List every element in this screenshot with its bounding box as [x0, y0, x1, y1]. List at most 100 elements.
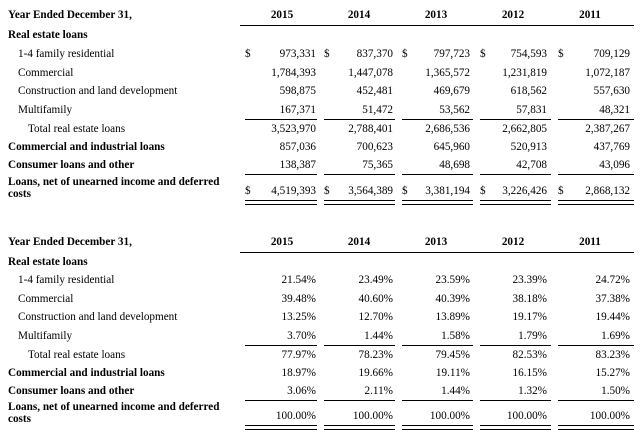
table-row: Commercial and industrial loans 18.97% 1…: [0, 364, 640, 382]
row-label: Consumer loans and other: [8, 159, 135, 171]
cell-value: 3,381,194: [425, 185, 470, 197]
currency-symbol: $: [402, 48, 408, 60]
cell-value: 40.39%: [435, 293, 471, 305]
year-header: 2012: [501, 9, 525, 21]
grand-total-double-rule: [324, 425, 395, 430]
table-row: Commercial 1,784,393 1,447,078 1,365,572…: [0, 64, 640, 82]
currency-symbol: $: [558, 185, 564, 197]
total-rule: [402, 400, 473, 401]
cell-value: 83.23%: [595, 349, 631, 361]
total-rule: [402, 174, 473, 175]
table-row: Total real estate loans 3,523,970 2,788,…: [0, 120, 640, 138]
grand-total-double-rule: [480, 200, 551, 205]
subtotal-rule: [402, 345, 473, 346]
cell-value: 19.44%: [595, 311, 631, 323]
year-header: 2014: [347, 9, 371, 21]
table-row: Total real estate loans 77.97% 78.23% 79…: [0, 346, 640, 364]
cell-value: 618,562: [510, 85, 547, 97]
cell-value: 1.58%: [441, 330, 470, 342]
cell-value: 38.18%: [512, 293, 548, 305]
cell-value: 19.17%: [512, 311, 548, 323]
cell-value: 1.44%: [364, 330, 393, 342]
table-row: Commercial 39.48% 40.60% 40.39% 38.18% 3…: [0, 290, 640, 308]
currency-symbol: $: [324, 185, 330, 197]
cell-value: 469,679: [433, 85, 470, 97]
cell-value: 1.69%: [601, 330, 630, 342]
cell-value: 100.00%: [275, 410, 316, 422]
table-row: Consumer loans and other 138,387 75,365 …: [0, 156, 640, 174]
table-row: Commercial and industrial loans 857,036 …: [0, 138, 640, 156]
currency-symbol: $: [558, 48, 564, 60]
cell-value: 1.44%: [441, 385, 470, 397]
grand-total-double-rule: [558, 425, 634, 430]
table-header-row: Year Ended December 31, 2015 2014 2013 2…: [0, 6, 640, 24]
cell-value: 2,868,132: [585, 185, 630, 197]
cell-value: 437,769: [593, 141, 630, 153]
cell-value: 100.00%: [506, 410, 547, 422]
cell-value: 53,562: [439, 104, 470, 116]
cell-value: 1,231,819: [502, 67, 547, 79]
cell-value: 3.06%: [287, 385, 316, 397]
cell-value: 1,447,078: [348, 67, 393, 79]
cell-value: 40.60%: [358, 293, 394, 305]
grand-total-double-rule: [324, 200, 395, 205]
cell-value: 837,370: [356, 48, 393, 60]
year-header: 2011: [579, 236, 601, 248]
cell-value: 23.49%: [358, 274, 394, 286]
row-label: 1-4 family residential: [18, 274, 115, 286]
cell-value: 13.25%: [281, 311, 317, 323]
cell-value: 42,708: [516, 159, 547, 171]
subtotal-rule: [245, 119, 317, 120]
table-row: Loans, net of unearned income and deferr…: [0, 176, 640, 202]
table-header-label: Year Ended December 31,: [8, 9, 132, 21]
cell-value: 77.97%: [281, 349, 317, 361]
total-rule: [245, 174, 317, 175]
currency-symbol: $: [245, 185, 251, 197]
table-row: Construction and land development 598,87…: [0, 82, 640, 100]
row-label: Consumer loans and other: [8, 385, 135, 397]
cell-value: 24.72%: [595, 274, 631, 286]
table-row: Multifamily 3.70% 1.44% 1.58% 1.79% 1.69…: [0, 327, 640, 345]
total-rule: [245, 400, 317, 401]
total-rule: [480, 400, 551, 401]
cell-value: 754,593: [510, 48, 547, 60]
cell-value: 100.00%: [589, 410, 630, 422]
row-label: Total real estate loans: [28, 123, 126, 135]
subtotal-rule: [480, 119, 551, 120]
cell-value: 39.48%: [281, 293, 317, 305]
cell-value: 100.00%: [429, 410, 470, 422]
cell-value: 452,481: [356, 85, 393, 97]
table-row: Multifamily 167,371 51,472 53,562 57,831…: [0, 101, 640, 119]
cell-value: 138,387: [279, 159, 316, 171]
cell-value: 78.23%: [358, 349, 394, 361]
grand-total-double-rule: [402, 425, 473, 430]
year-header: 2011: [579, 9, 601, 21]
year-header: 2013: [424, 9, 448, 21]
cell-value: 1.79%: [518, 330, 547, 342]
row-label: Construction and land development: [18, 85, 178, 97]
row-label: Total real estate loans: [28, 349, 126, 361]
cell-value: 2,788,401: [348, 123, 393, 135]
cell-value: 43,096: [599, 159, 630, 171]
grand-total-double-rule: [558, 200, 634, 205]
grand-total-double-rule: [480, 425, 551, 430]
cell-value: 797,723: [433, 48, 470, 60]
currency-symbol: $: [402, 185, 408, 197]
total-rule: [324, 174, 395, 175]
subtotal-rule: [324, 119, 395, 120]
cell-value: 709,129: [593, 48, 630, 60]
row-label: Loans, net of unearned income and deferr…: [8, 401, 220, 425]
cell-value: 23.39%: [512, 274, 548, 286]
cell-value: 18.97%: [281, 367, 317, 379]
table-row: Real estate loans: [0, 253, 640, 271]
subtotal-rule: [402, 119, 473, 120]
row-label: Commercial and industrial loans: [8, 367, 165, 379]
header-rule: [240, 252, 634, 253]
currency-symbol: $: [480, 185, 486, 197]
currency-symbol: $: [480, 48, 486, 60]
cell-value: 2,686,536: [425, 123, 470, 135]
row-label: Commercial and industrial loans: [8, 141, 165, 153]
subtotal-rule: [324, 345, 395, 346]
cell-value: 51,472: [362, 104, 393, 116]
total-rule: [480, 174, 551, 175]
